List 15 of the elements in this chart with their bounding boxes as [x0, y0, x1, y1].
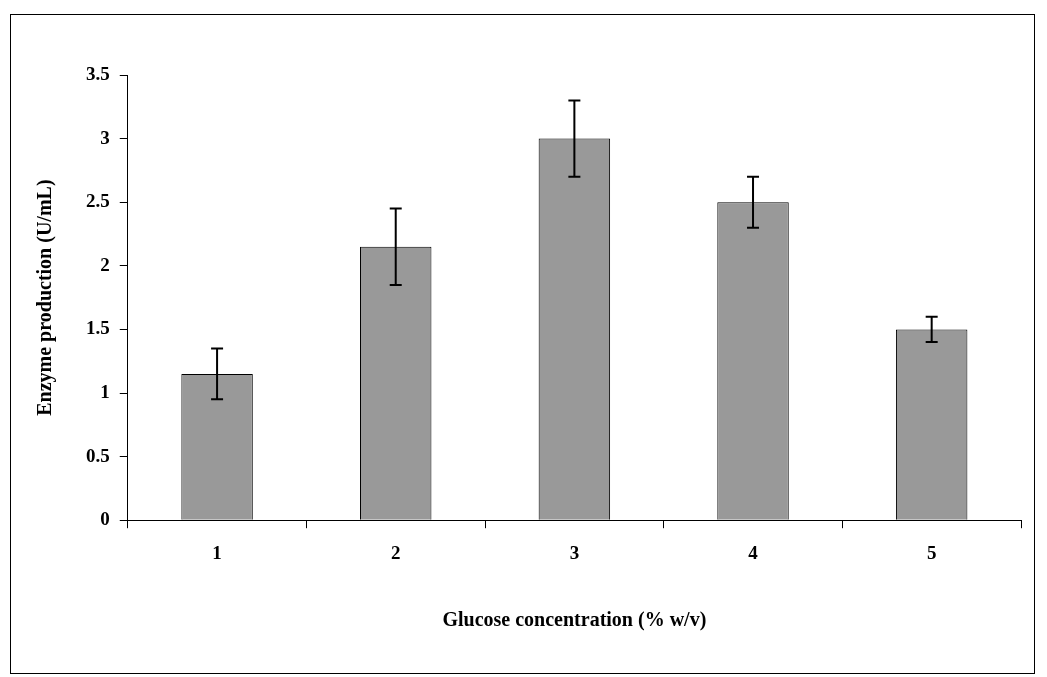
- x-tick-label: 2: [390, 541, 401, 563]
- y-tick-label: 1.5: [86, 317, 110, 339]
- y-tick-label: 3: [100, 126, 110, 148]
- y-tick-label: 1: [100, 380, 110, 402]
- y-tick-label: 2.5: [86, 190, 110, 212]
- x-axis-title: Glucose concentration (% w/v): [442, 608, 707, 632]
- x-tick-label: 1: [212, 541, 222, 563]
- y-axis-title: Enzyme production (U/mL): [33, 179, 57, 416]
- x-tick-label: 5: [926, 541, 937, 563]
- y-tick-label: 0: [100, 508, 110, 530]
- x-tick-label: 4: [748, 541, 759, 563]
- x-tick-label: 3: [569, 541, 580, 563]
- y-tick-label: 3.5: [86, 62, 110, 84]
- y-tick-label: 0.5: [86, 444, 110, 466]
- y-tick-label: 2: [100, 253, 110, 275]
